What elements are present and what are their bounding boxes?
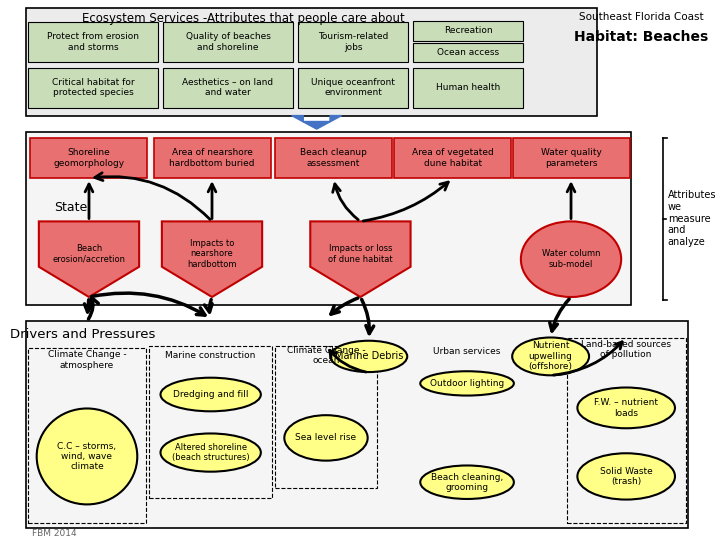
Text: F.W. – nutrient
loads: F.W. – nutrient loads bbox=[594, 398, 658, 417]
Bar bbox=[153, 138, 271, 178]
Bar bbox=[28, 68, 158, 108]
Text: Outdoor lighting: Outdoor lighting bbox=[430, 379, 504, 388]
Text: Attributes
we
measure
and
analyze: Attributes we measure and analyze bbox=[667, 191, 716, 247]
Bar bbox=[413, 43, 523, 62]
Text: Quality of beaches
and shoreline: Quality of beaches and shoreline bbox=[186, 32, 271, 51]
Text: Land-based sources
of pollution: Land-based sources of pollution bbox=[581, 340, 671, 359]
Bar bbox=[567, 338, 685, 523]
Ellipse shape bbox=[521, 221, 621, 297]
Text: Protect from erosion
and storms: Protect from erosion and storms bbox=[47, 32, 139, 51]
FancyArrow shape bbox=[292, 116, 342, 129]
Bar bbox=[275, 138, 392, 178]
Bar bbox=[26, 8, 598, 116]
Text: Unique oceanfront
environment: Unique oceanfront environment bbox=[311, 78, 395, 97]
Text: Shoreline
geomorphology: Shoreline geomorphology bbox=[53, 148, 125, 167]
Text: Solid Waste
(trash): Solid Waste (trash) bbox=[600, 467, 652, 486]
Bar bbox=[163, 22, 293, 62]
Text: Water quality
parameters: Water quality parameters bbox=[541, 148, 601, 167]
Text: Marine construction: Marine construction bbox=[166, 351, 256, 360]
Text: C.C – storms,
wind, wave
climate: C.C – storms, wind, wave climate bbox=[58, 442, 117, 471]
Polygon shape bbox=[310, 221, 410, 297]
Ellipse shape bbox=[512, 338, 589, 375]
Polygon shape bbox=[39, 221, 139, 297]
Text: Beach cleaning,
grooming: Beach cleaning, grooming bbox=[431, 472, 503, 492]
Bar bbox=[28, 22, 158, 62]
Text: Habitat: Beaches: Habitat: Beaches bbox=[574, 30, 708, 44]
Bar bbox=[30, 138, 148, 178]
Ellipse shape bbox=[161, 434, 261, 471]
Ellipse shape bbox=[577, 388, 675, 428]
Bar bbox=[413, 21, 523, 40]
Bar bbox=[298, 68, 408, 108]
Ellipse shape bbox=[330, 341, 408, 372]
Text: Tourism-related
jobs: Tourism-related jobs bbox=[318, 32, 388, 51]
Text: Climate Change -
ocean: Climate Change - ocean bbox=[287, 346, 365, 365]
Text: Water column
sub-model: Water column sub-model bbox=[541, 249, 600, 269]
Text: State: State bbox=[55, 201, 88, 214]
Text: Ecosystem Services -Attributes that people care about: Ecosystem Services -Attributes that peop… bbox=[81, 12, 405, 25]
Bar bbox=[150, 346, 272, 498]
Ellipse shape bbox=[420, 372, 514, 395]
Text: Drivers and Pressures: Drivers and Pressures bbox=[10, 328, 156, 341]
Text: Nutrient
upwelling
(offshore): Nutrient upwelling (offshore) bbox=[528, 341, 572, 372]
Text: Altered shoreline
(beach structures): Altered shoreline (beach structures) bbox=[172, 443, 250, 462]
Ellipse shape bbox=[284, 415, 368, 461]
Text: Area of vegetated
dune habitat: Area of vegetated dune habitat bbox=[412, 148, 494, 167]
Text: Marine Debris: Marine Debris bbox=[335, 352, 403, 361]
Bar bbox=[26, 321, 688, 528]
Text: Sea level rise: Sea level rise bbox=[295, 434, 356, 442]
Text: Dredging and fill: Dredging and fill bbox=[173, 390, 248, 399]
Bar bbox=[28, 348, 146, 523]
Text: Impacts or loss
of dune habitat: Impacts or loss of dune habitat bbox=[328, 244, 392, 264]
Bar bbox=[394, 138, 511, 178]
Bar bbox=[413, 68, 523, 108]
Ellipse shape bbox=[37, 408, 138, 504]
Bar bbox=[26, 132, 631, 305]
Text: Recreation: Recreation bbox=[444, 26, 492, 35]
Ellipse shape bbox=[577, 453, 675, 500]
Text: Southeast Florida Coast: Southeast Florida Coast bbox=[579, 12, 703, 23]
Bar bbox=[513, 138, 629, 178]
Text: Critical habitat for
protected species: Critical habitat for protected species bbox=[52, 78, 135, 97]
Text: FBM 2014: FBM 2014 bbox=[32, 529, 77, 538]
Bar bbox=[275, 346, 377, 488]
Text: Impacts to
nearshore
hardbottom: Impacts to nearshore hardbottom bbox=[187, 239, 237, 269]
Ellipse shape bbox=[161, 377, 261, 411]
Text: Beach
erosion/accretion: Beach erosion/accretion bbox=[53, 244, 125, 264]
Text: Aesthetics – on land
and water: Aesthetics – on land and water bbox=[182, 78, 274, 97]
Polygon shape bbox=[162, 221, 262, 297]
Text: Urban services: Urban services bbox=[433, 347, 500, 355]
Text: Human health: Human health bbox=[436, 83, 500, 92]
Text: Beach cleanup
assessment: Beach cleanup assessment bbox=[300, 148, 367, 167]
Bar bbox=[298, 22, 408, 62]
Text: Area of nearshore
hardbottom buried: Area of nearshore hardbottom buried bbox=[169, 148, 255, 167]
Text: Climate Change -
atmosphere: Climate Change - atmosphere bbox=[48, 350, 126, 370]
Bar bbox=[163, 68, 293, 108]
Ellipse shape bbox=[420, 465, 514, 499]
Text: Ocean access: Ocean access bbox=[437, 48, 499, 57]
